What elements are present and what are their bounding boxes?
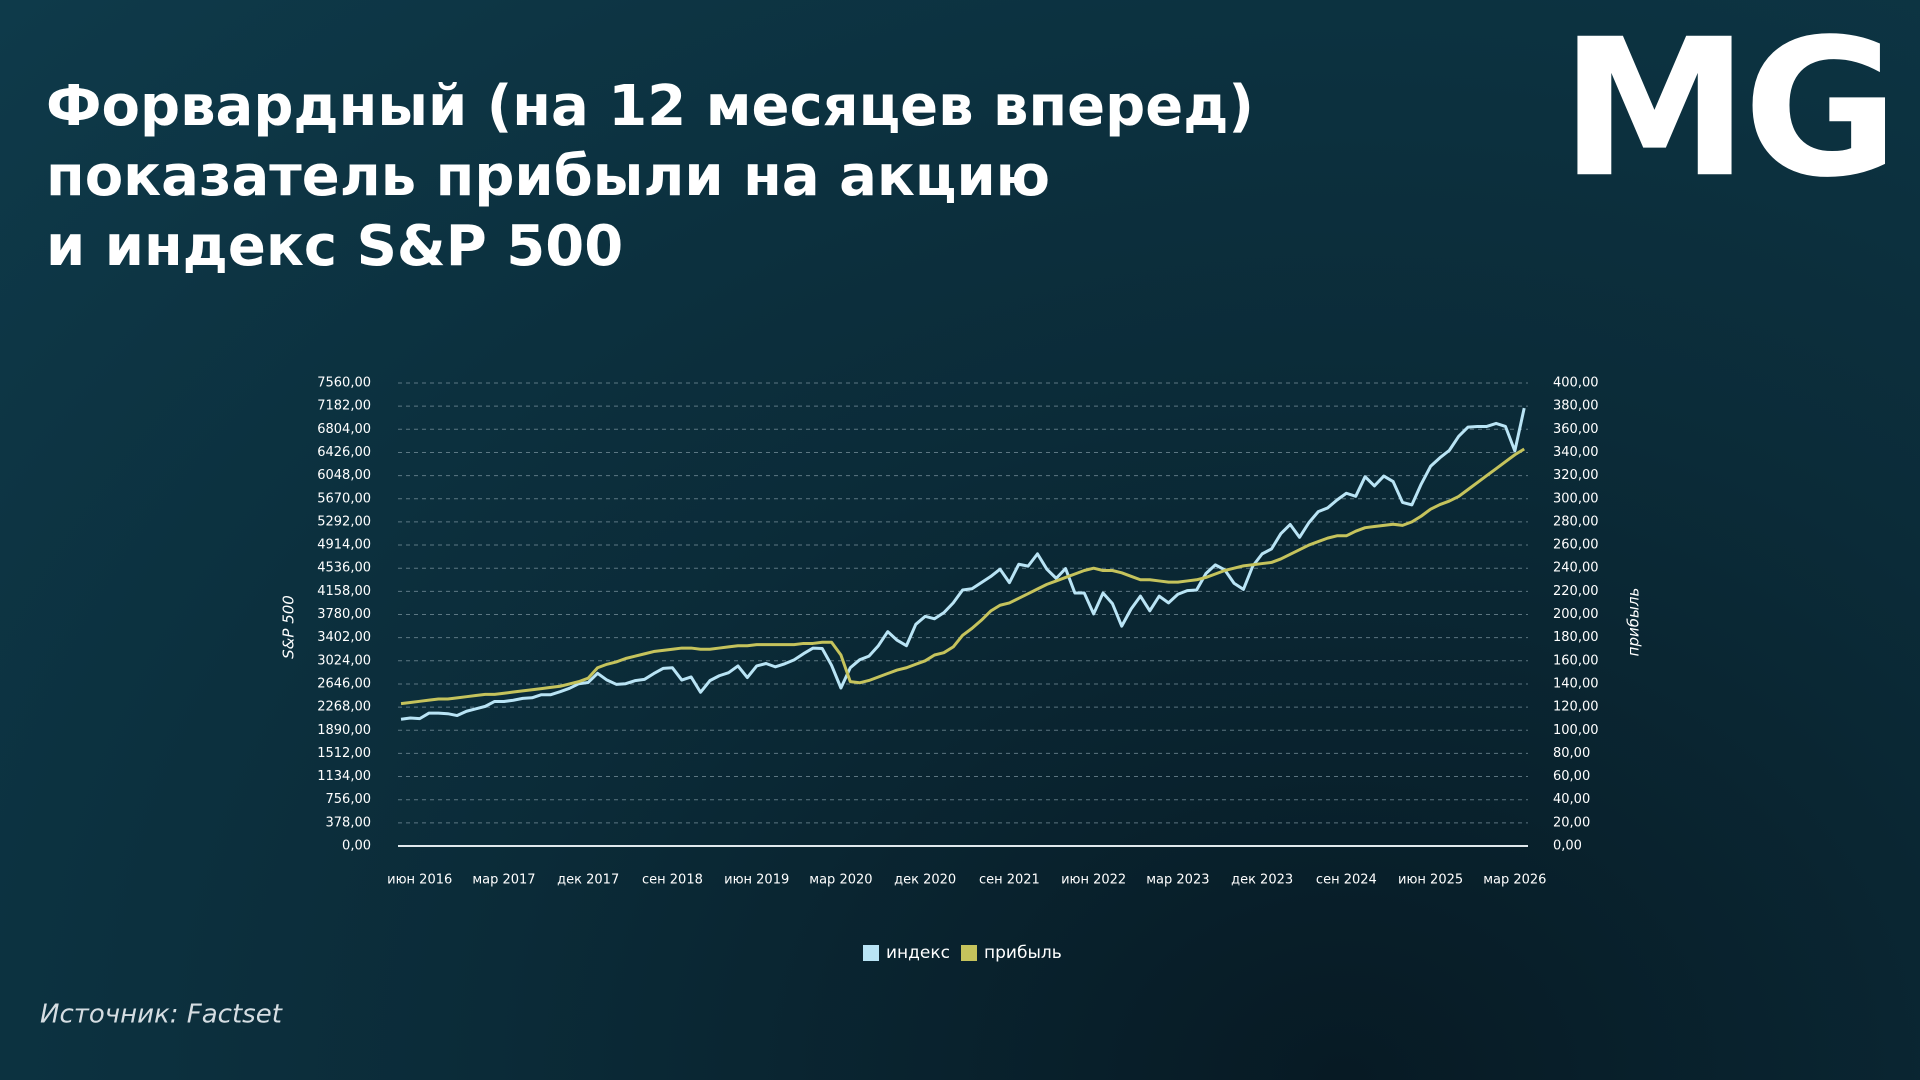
y-tick-label: 3780,00 [317,607,371,622]
y-tick-label: 1134,00 [317,769,371,784]
y-tick-label: 756,00 [326,792,372,807]
y2-tick-label: 140,00 [1553,676,1599,691]
y2-tick-label: 320,00 [1553,468,1599,483]
y-axis-title: S&P 500 [280,595,298,659]
y2-tick-label: 380,00 [1553,399,1599,414]
y-tick-label: 6804,00 [317,422,371,437]
legend-swatch [961,945,977,961]
y-tick-label: 7182,00 [317,399,371,414]
y-tick-label: 4914,00 [317,538,371,553]
y-tick-label: 7560,00 [317,376,371,391]
y2-tick-label: 340,00 [1553,445,1599,460]
y-tick-label: 0,00 [342,839,371,854]
x-tick-label: сен 2021 [979,873,1040,888]
y2-tick-label: 260,00 [1553,538,1599,553]
logo: MG [1560,0,1893,219]
y2-tick-label: 120,00 [1553,700,1599,715]
title-line: показатель прибыли на акцию [46,144,1050,209]
y2-tick-label: 60,00 [1553,769,1590,784]
y-tick-label: 378,00 [326,815,372,830]
x-tick-label: июн 2022 [1061,873,1126,888]
x-tick-label: дек 2017 [557,873,619,888]
y2-tick-label: 20,00 [1553,815,1590,830]
source: Источник: Factset [40,1000,283,1030]
y2-tick-label: 80,00 [1553,746,1590,761]
title-line: Форвардный (на 12 месяцев вперед) [46,74,1254,139]
y2-tick-label: 200,00 [1553,607,1599,622]
series-line [400,407,1526,721]
series-line [400,447,1525,706]
y-tick-label: 5670,00 [317,491,371,506]
y2-tick-label: 300,00 [1553,491,1599,506]
y2-tick-label: 160,00 [1553,653,1599,668]
y-tick-label: 4536,00 [317,561,371,576]
x-tick-label: июн 2019 [724,873,789,888]
y-tick-label: 4158,00 [317,584,371,599]
x-tick-label: мар 2023 [1146,873,1209,888]
y-tick-label: 6048,00 [317,468,371,483]
y2-axis-title: прибыль [1625,588,1643,657]
y2-tick-label: 280,00 [1553,514,1599,529]
chart: 0,00 378,00 756,00 1134,00 1512,00 1890,00 226… [280,376,1643,964]
y-tick-label: 3402,00 [317,630,371,645]
y2-tick-label: 40,00 [1553,792,1590,807]
y2-tick-label: 360,00 [1553,422,1599,437]
x-tick-label: сен 2024 [1316,873,1377,888]
legend-label: индекс [886,943,950,963]
y-tick-label: 1512,00 [317,746,371,761]
y-tick-label: 2268,00 [317,700,371,715]
x-tick-label: мар 2026 [1483,873,1546,888]
x-tick-label: мар 2017 [472,873,535,888]
x-tick-label: июн 2025 [1398,873,1463,888]
y2-tick-label: 0,00 [1553,839,1582,854]
y-tick-label: 3024,00 [317,653,371,668]
x-tick-label: июн 2016 [387,873,452,888]
y-tick-label: 1890,00 [317,723,371,738]
x-tick-label: дек 2023 [1231,873,1293,888]
y-tick-label: 6426,00 [317,445,371,460]
x-tick-label: сен 2018 [642,873,703,888]
legend-label: прибыль [984,943,1062,963]
y2-tick-label: 100,00 [1553,723,1599,738]
y-tick-label: 5292,00 [317,514,371,529]
x-tick-label: мар 2020 [809,873,872,888]
x-tick-label: дек 2020 [894,873,956,888]
y2-tick-label: 220,00 [1553,584,1599,599]
legend-swatch [863,945,879,961]
y2-tick-label: 180,00 [1553,630,1599,645]
title-line: и индекс S&P 500 [46,214,623,279]
y2-tick-label: 240,00 [1553,561,1599,576]
y-tick-label: 2646,00 [317,676,371,691]
y2-tick-label: 400,00 [1553,376,1599,391]
